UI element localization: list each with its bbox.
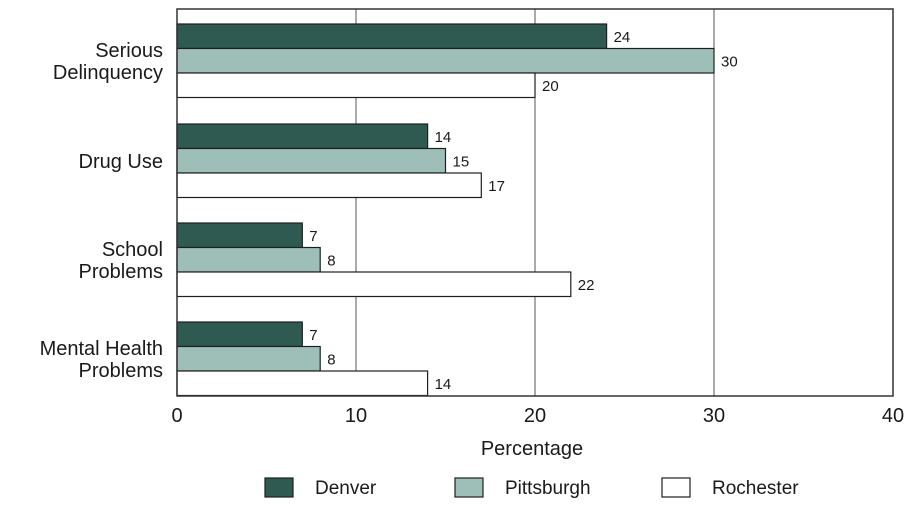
value-label-pittsburgh-2: 8 — [327, 252, 335, 269]
bar-rochester-2 — [176, 271, 572, 298]
value-label-rochester-0: 20 — [542, 78, 559, 95]
value-label-denver-2: 7 — [309, 228, 317, 245]
legend-swatch-pittsburgh — [454, 477, 484, 498]
bar-denver-2 — [176, 222, 303, 249]
category-label-2-line-1: Problems — [79, 261, 163, 283]
x-axis-title: Percentage — [481, 438, 583, 460]
bar-pittsburgh-2 — [176, 246, 321, 273]
x-tick-label-40: 40 — [882, 405, 904, 427]
category-label-0-line-1: Delinquency — [53, 62, 163, 84]
value-label-rochester-2: 22 — [578, 277, 595, 294]
category-label-3-line-1: Problems — [79, 360, 163, 382]
value-label-denver-1: 14 — [435, 129, 452, 146]
bar-rochester-1 — [176, 172, 482, 199]
legend-swatch-denver — [264, 477, 294, 498]
legend-label-pittsburgh: Pittsburgh — [505, 478, 591, 499]
category-label-1-line-0: Drug Use — [79, 151, 163, 173]
legend-label-rochester: Rochester — [712, 478, 799, 499]
value-label-rochester-1: 17 — [488, 178, 505, 195]
legend: Denver Pittsburgh Rochester — [264, 477, 799, 499]
legend-label-denver: Denver — [315, 478, 377, 499]
x-tick-label-10: 10 — [345, 405, 367, 427]
bar-rochester-0 — [176, 72, 536, 99]
bar-pittsburgh-0 — [176, 47, 715, 74]
value-label-denver-3: 7 — [309, 327, 317, 344]
category-label-2-line-0: School — [102, 239, 163, 261]
value-label-denver-0: 24 — [614, 29, 631, 46]
bars-layer — [176, 23, 715, 397]
bar-pittsburgh-1 — [176, 147, 447, 174]
bar-rochester-3 — [176, 370, 429, 397]
bar-denver-0 — [176, 23, 608, 50]
x-tick-label-0: 0 — [171, 405, 182, 427]
bar-denver-3 — [176, 321, 303, 348]
category-label-0-line-0: Serious — [95, 40, 163, 62]
value-label-rochester-3: 14 — [435, 376, 452, 393]
x-tick-label-20: 20 — [524, 405, 546, 427]
bar-denver-1 — [176, 123, 429, 150]
value-label-pittsburgh-0: 30 — [721, 53, 738, 70]
bar-pittsburgh-3 — [176, 345, 321, 372]
category-label-3-line-0: Mental Health — [40, 338, 163, 360]
legend-swatch-rochester — [661, 477, 691, 498]
value-label-pittsburgh-3: 8 — [327, 351, 335, 368]
x-tick-label-30: 30 — [703, 405, 725, 427]
value-label-pittsburgh-1: 15 — [453, 153, 470, 170]
plot-frame — [176, 8, 894, 397]
